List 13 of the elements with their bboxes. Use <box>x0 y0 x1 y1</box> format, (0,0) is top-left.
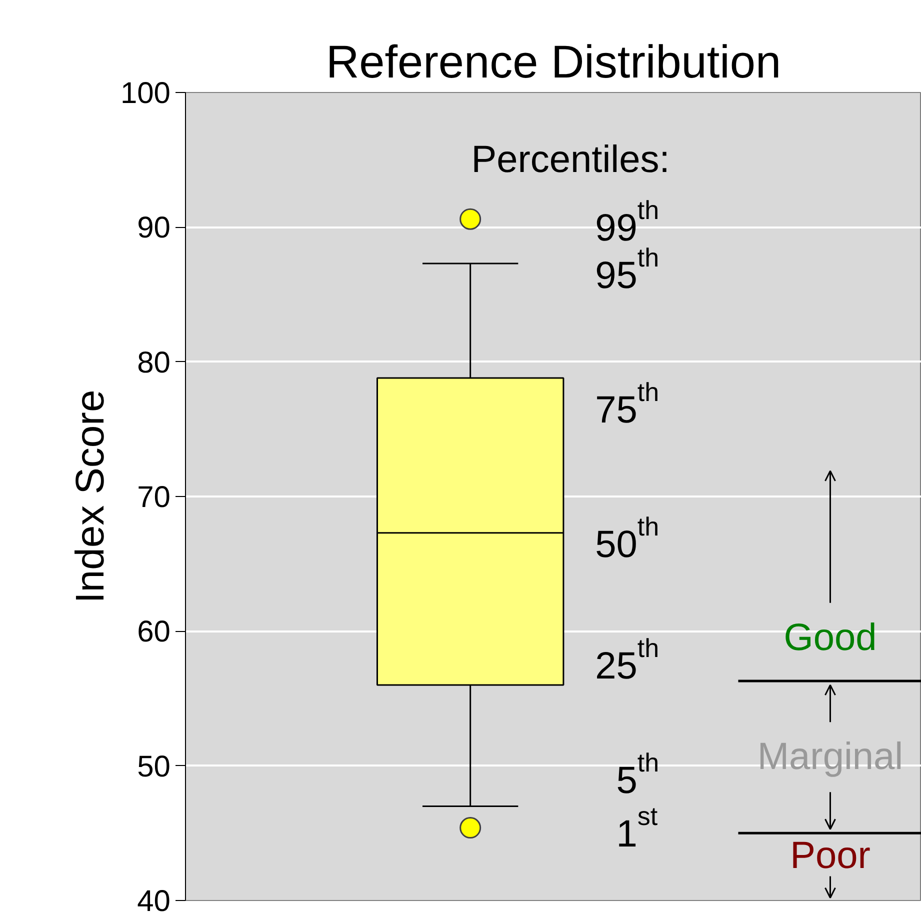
ref-line-label: Poor <box>790 835 871 878</box>
y-tick-label: 100 <box>120 77 171 110</box>
ref-line-label: Good <box>784 616 877 659</box>
annotation: Percentiles: <box>471 138 670 181</box>
y-tick-label: 60 <box>137 616 171 649</box>
y-tick-label: 70 <box>137 481 171 514</box>
y-tick-label: 40 <box>137 885 171 918</box>
annotation: Marginal <box>757 736 904 778</box>
y-tick-label: 50 <box>137 750 171 784</box>
chart-title: Reference Distribution <box>326 36 782 88</box>
y-tick-label: 90 <box>137 212 171 245</box>
y-axis-title: Index Score <box>68 390 112 604</box>
y-tick-label: 80 <box>137 346 171 380</box>
